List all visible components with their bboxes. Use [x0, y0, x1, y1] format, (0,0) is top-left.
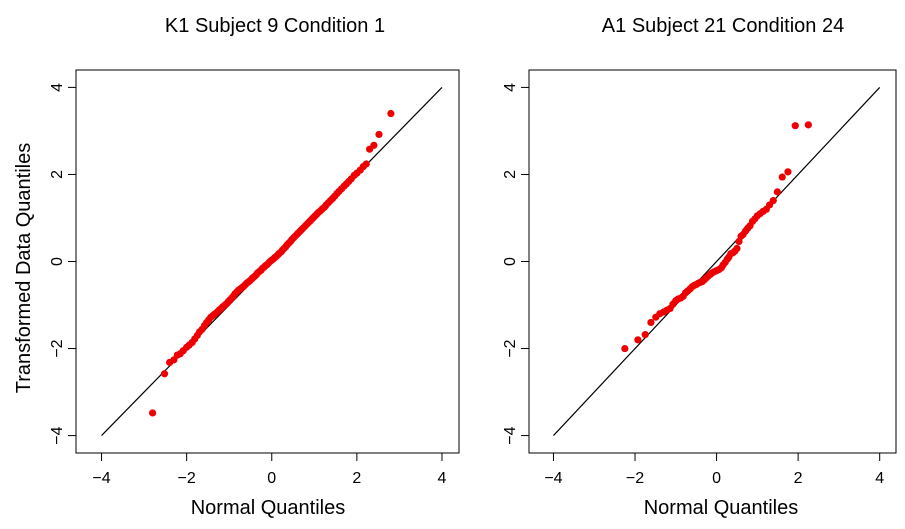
- y-tick-label: 4: [502, 83, 519, 92]
- qq-panel-left: K1 Subject 9 Condition 1 −4 −2 0 2 4 −4 −2 0 2 4…: [13, 15, 460, 519]
- x-tick-label: 0: [267, 470, 276, 487]
- y-axis: −4 −2 0 2 4: [502, 83, 529, 445]
- x-tick-label: 4: [438, 470, 447, 487]
- x-tick-label: −4: [92, 470, 110, 487]
- panel-title: K1 Subject 9 Condition 1: [165, 15, 385, 37]
- x-tick-label: 2: [794, 470, 803, 487]
- y-tick-label: −4: [502, 426, 519, 444]
- data-point: [621, 344, 629, 353]
- data-point: [733, 244, 741, 253]
- x-axis: −4 −2 0 2 4: [544, 453, 884, 487]
- y-tick-label: 2: [502, 170, 519, 179]
- data-point: [791, 122, 799, 130]
- x-tick-label: −2: [626, 470, 644, 487]
- data-point: [784, 168, 792, 176]
- data-point: [375, 130, 383, 139]
- data-points: [149, 109, 395, 417]
- data-point: [647, 318, 655, 327]
- panel-title: A1 Subject 21 Condition 24: [602, 15, 844, 37]
- x-tick-label: 0: [712, 470, 721, 487]
- x-tick-label: 4: [875, 470, 884, 487]
- data-point: [804, 121, 812, 129]
- x-tick-label: −4: [544, 470, 562, 487]
- data-point: [149, 409, 157, 417]
- y-tick-label: 2: [49, 170, 66, 179]
- data-point: [387, 109, 395, 118]
- data-point: [773, 188, 781, 196]
- x-axis-label: Normal Quantiles: [191, 497, 346, 519]
- x-tick-label: 2: [352, 470, 361, 487]
- data-point: [634, 336, 642, 344]
- y-tick-label: −4: [49, 426, 66, 444]
- y-tick-label: −2: [49, 339, 66, 357]
- plot-frame: [528, 69, 897, 454]
- data-point: [778, 173, 786, 181]
- y-axis: −4 −2 0 2 4: [49, 83, 76, 445]
- qq-panel-right: A1 Subject 21 Condition 24 −4 −2 0 2 4 −4 −2 0…: [502, 15, 897, 519]
- data-point: [362, 160, 370, 168]
- x-tick-label: −2: [178, 470, 196, 487]
- data-point: [160, 370, 169, 378]
- y-tick-label: 0: [49, 257, 66, 266]
- y-tick-label: 0: [502, 257, 519, 266]
- reference-line: [553, 86, 881, 437]
- y-axis-label: Transformed Data Quantiles: [13, 143, 35, 393]
- y-tick-label: −2: [502, 339, 519, 357]
- data-points: [621, 121, 812, 353]
- x-axis-label: Normal Quantiles: [644, 497, 799, 519]
- x-axis: −4 −2 0 2 4: [92, 453, 447, 487]
- data-point: [641, 331, 649, 339]
- data-point: [769, 196, 777, 205]
- y-tick-label: 4: [49, 83, 66, 92]
- data-point: [370, 141, 378, 149]
